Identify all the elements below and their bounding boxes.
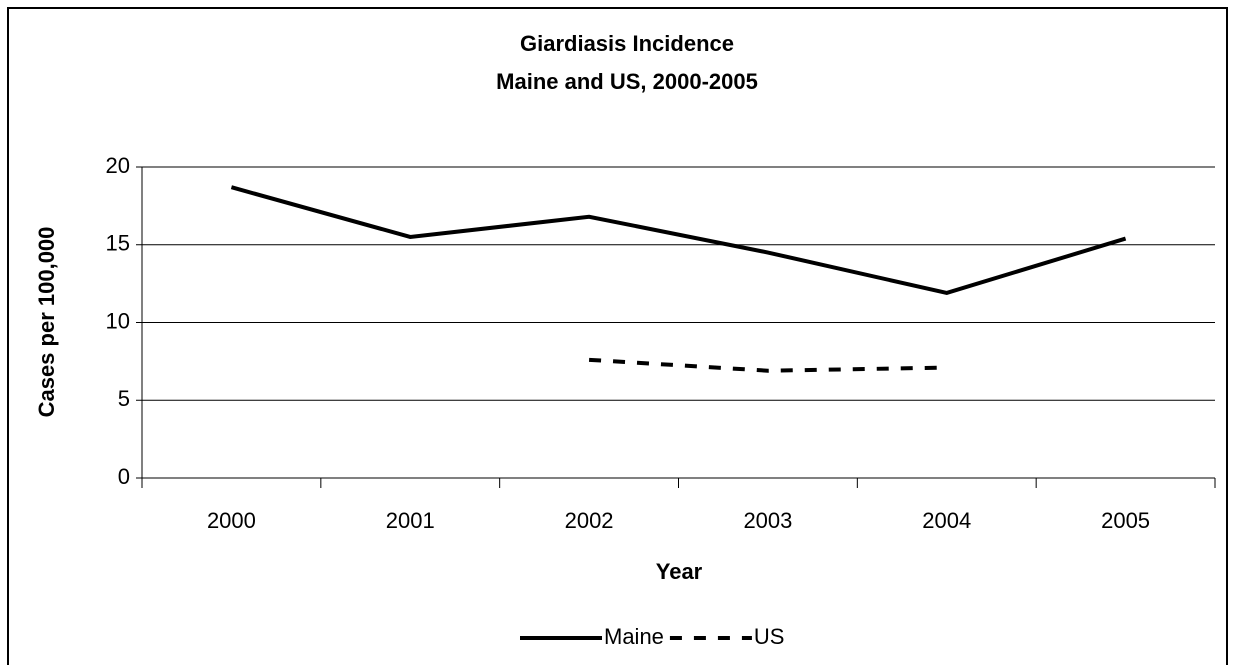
y-tick-label: 20: [106, 153, 130, 178]
series-line: [588, 357, 947, 373]
x-tick-label: 2005: [1101, 508, 1150, 533]
y-tick-label: 5: [118, 386, 130, 411]
chart-title: Maine and US, 2000-2005: [496, 69, 758, 94]
legend-label: Maine: [604, 624, 664, 649]
x-axis-label: Year: [656, 559, 703, 584]
y-tick-label: 0: [118, 464, 130, 489]
series-line: [230, 185, 1127, 296]
x-tick-label: 2003: [743, 508, 792, 533]
x-tick-label: 2001: [386, 508, 435, 533]
x-tick-label: 2000: [207, 508, 256, 533]
legend-label: US: [754, 624, 785, 649]
x-tick-label: 2004: [922, 508, 971, 533]
y-tick-label: 10: [106, 308, 130, 333]
x-tick-label: 2002: [565, 508, 614, 533]
chart-border: [7, 7, 1228, 665]
y-axis-label: Cases per 100,000: [34, 227, 59, 418]
chart-title: Giardiasis Incidence: [520, 31, 734, 56]
y-tick-label: 15: [106, 231, 130, 256]
